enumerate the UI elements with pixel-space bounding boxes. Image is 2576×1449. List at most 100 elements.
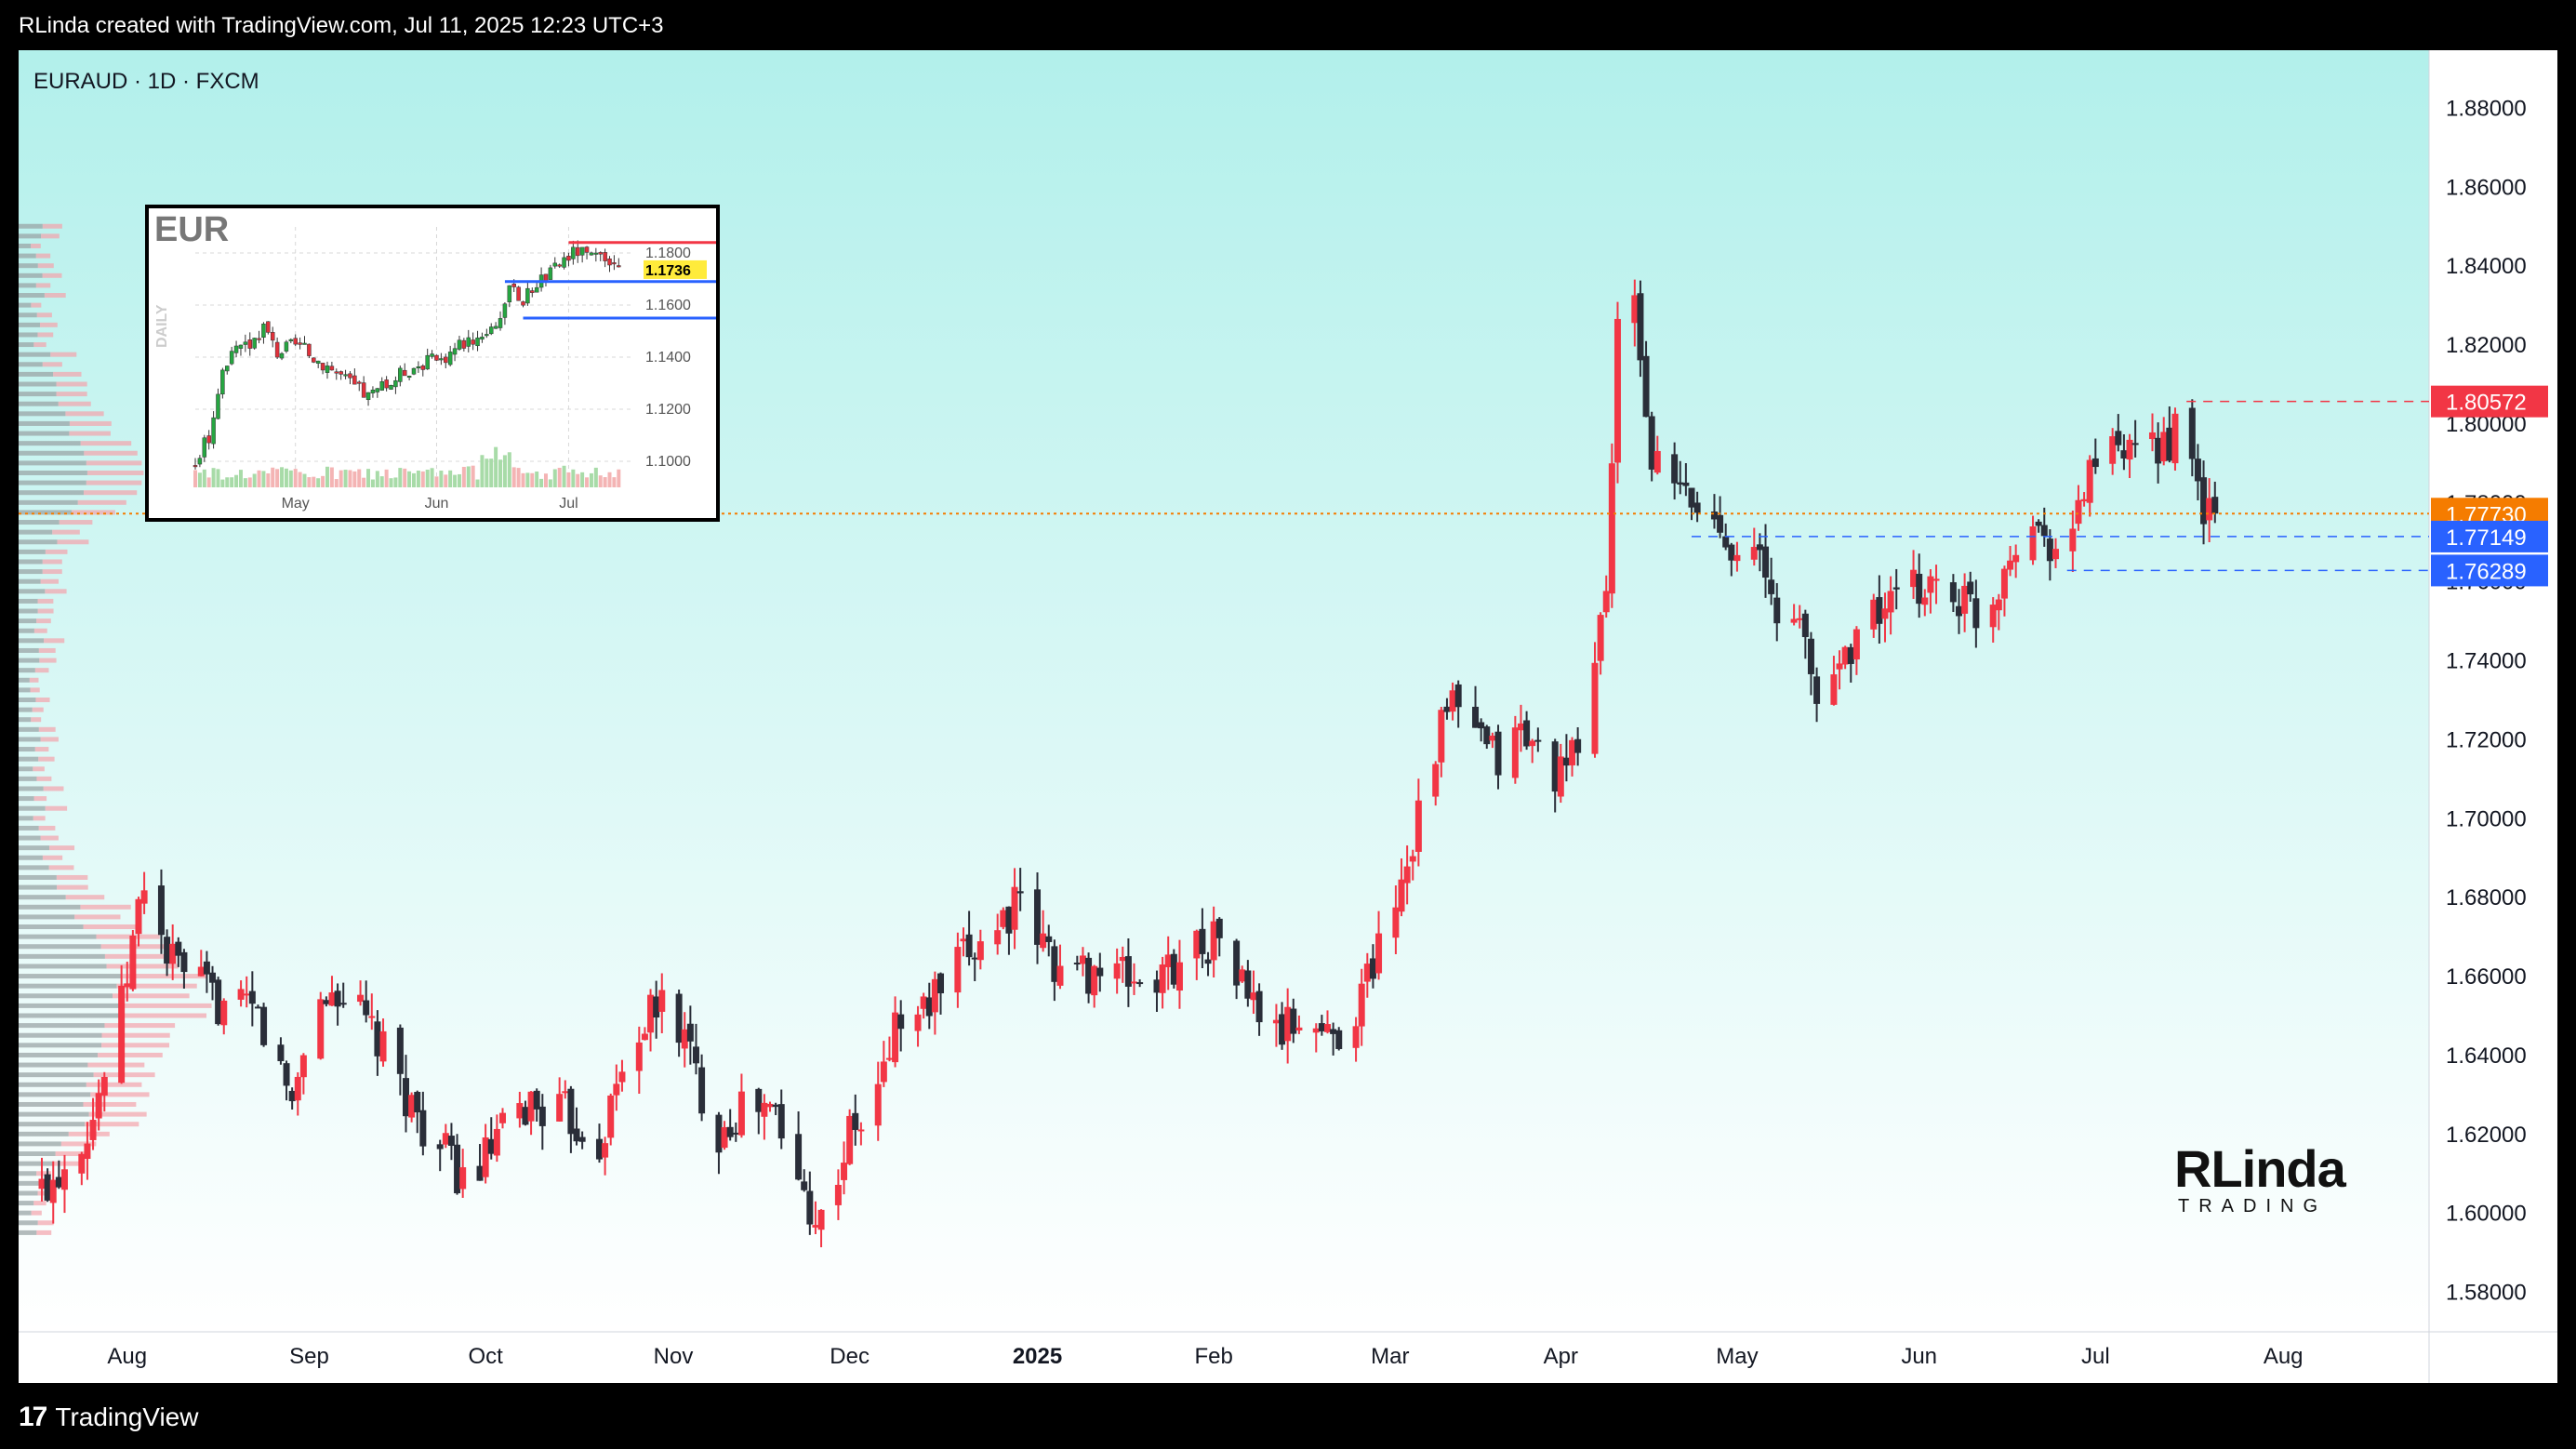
price-label-text: 1.76289 [2446, 559, 2527, 584]
inset-volume-bar [603, 477, 607, 487]
inset-volume-bar [439, 471, 444, 487]
vp-bar-down [19, 253, 36, 259]
inset-candle-body [211, 417, 216, 445]
candle-body [2040, 525, 2048, 537]
x-tick-label: Jul [2081, 1344, 2110, 1369]
vp-bar-down [19, 855, 43, 860]
price-axis-bg[interactable] [2429, 50, 2557, 1383]
vp-bar-down [19, 312, 37, 318]
vp-bar-down [19, 944, 101, 950]
candle-body [180, 951, 188, 973]
vp-bar-up [42, 223, 62, 229]
inset-candle-body [543, 273, 549, 282]
candle-body [1995, 599, 2002, 611]
tradingview-logo[interactable]: 17 TradingView [19, 1402, 198, 1433]
inset-candle-body [206, 435, 211, 444]
inset-candle-body [247, 339, 252, 349]
candle-body [578, 1137, 586, 1142]
candle-body [1813, 676, 1821, 704]
inset-volume-bar [247, 477, 252, 487]
vp-bar-down [19, 766, 33, 772]
inset-candle-body [425, 354, 430, 370]
tradingview-brand: TradingView [55, 1402, 199, 1431]
candle-body [1040, 933, 1047, 949]
candle-body [1876, 597, 1883, 624]
candle-body [681, 1029, 688, 1049]
candle-body [135, 898, 142, 935]
candle-body [454, 1144, 461, 1194]
candle-body [538, 1106, 546, 1126]
vp-bar-down [19, 490, 84, 496]
candle-body [84, 1143, 91, 1160]
inset-candle-body [233, 345, 239, 353]
inset-volume-bar [261, 471, 266, 487]
inset-candle-body [498, 318, 503, 328]
candle-body [1750, 547, 1758, 560]
price-label-badge[interactable] [2431, 385, 2548, 418]
chart-pane[interactable]: 1.58000 1.60000 1.62000 1.64000 1.66000 1.680… [19, 50, 2557, 1383]
vp-bar-down [19, 529, 53, 535]
candle-body [556, 1094, 564, 1122]
inset-volume-bar [485, 459, 489, 487]
candle-body [1478, 722, 1485, 729]
candle-body [1449, 690, 1456, 712]
inset-volume-bar [425, 469, 430, 487]
inset-volume-bar [370, 479, 375, 487]
candle-body [920, 996, 927, 1009]
candle-body [1330, 1029, 1337, 1034]
inset-volume-bar [511, 467, 516, 487]
vp-bar-up [35, 283, 51, 288]
inset-volume-bar [206, 477, 211, 487]
vp-bar-up [68, 1131, 110, 1137]
candle-body [328, 992, 336, 1006]
vp-bar-down [19, 589, 46, 594]
candle-body [1887, 591, 1894, 613]
vp-bar-down [19, 993, 113, 999]
candle-body [1352, 1026, 1360, 1048]
vp-bar-up [122, 1013, 207, 1018]
candle-body [118, 985, 126, 1083]
vp-bar-up [33, 628, 47, 633]
candle-body [675, 993, 683, 1044]
candle-body [971, 957, 978, 960]
candle-body [613, 1083, 620, 1096]
candle-body [403, 1078, 410, 1117]
inset-chart-svg: 1.1800 1.1600 1.1400 1.1200 1.1000 May Jun Jul 1… [193, 227, 716, 512]
inset-y-tick-label: 1.1200 [645, 402, 691, 418]
main-chart[interactable]: 1.58000 1.60000 1.62000 1.64000 1.66000 1.680… [19, 50, 2557, 1383]
price-label-badge[interactable] [2431, 520, 2548, 552]
candle-body [1318, 1023, 1325, 1031]
vp-bar-down [19, 707, 33, 712]
inset-volume-bar [535, 472, 539, 487]
inset-candle-body [466, 337, 471, 347]
candle-body [220, 1000, 228, 1026]
symbol-label[interactable]: EURAUD · 1D · FXCM [33, 69, 259, 94]
inset-volume-bar [453, 474, 458, 487]
candle-body [1000, 910, 1007, 927]
candle-body [1193, 930, 1201, 959]
vp-bar-up [33, 796, 47, 802]
candle-body [49, 1179, 57, 1203]
price-label-badge[interactable] [2431, 554, 2548, 587]
inset-candle-body [598, 252, 603, 255]
vp-bar-up [74, 914, 121, 920]
candle-body [1693, 502, 1701, 513]
candle-body [1398, 879, 1405, 912]
candle-body [414, 1092, 421, 1113]
candle-body [1414, 800, 1422, 852]
inset-candle-body [220, 369, 225, 395]
vp-bar-down [19, 1013, 123, 1018]
vp-bar-up [50, 352, 77, 357]
candle-body [169, 943, 177, 964]
candle-body [419, 1110, 427, 1147]
candle-body [2052, 549, 2059, 560]
candle-body [1796, 618, 1803, 620]
inset-candle-body [270, 332, 275, 341]
vp-bar-up [44, 293, 66, 299]
candle-body [834, 1184, 842, 1205]
inset-volume-bar [543, 473, 548, 487]
vp-bar-down [19, 352, 51, 357]
vp-bar-down [19, 263, 38, 269]
inset-candle-body [411, 367, 417, 375]
vp-bar-up [31, 1210, 42, 1216]
